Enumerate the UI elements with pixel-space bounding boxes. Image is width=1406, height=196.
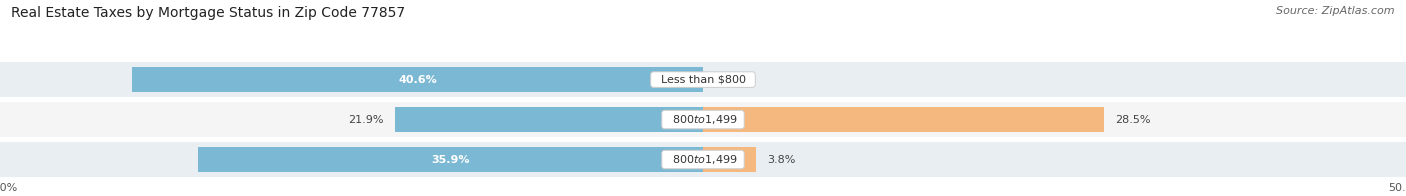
Text: 3.8%: 3.8% (768, 154, 796, 164)
Text: Less than $800: Less than $800 (654, 75, 752, 85)
Bar (703, 107, 1104, 132)
Text: Real Estate Taxes by Mortgage Status in Zip Code 77857: Real Estate Taxes by Mortgage Status in … (11, 6, 405, 20)
Bar (198, 147, 703, 172)
Text: $800 to $1,499: $800 to $1,499 (665, 153, 741, 166)
Bar (395, 107, 703, 132)
Bar (0, 142, 1406, 177)
Bar (0, 62, 1406, 97)
Text: 40.6%: 40.6% (398, 75, 437, 85)
Text: 0.0%: 0.0% (714, 75, 742, 85)
Bar (132, 67, 703, 92)
Bar (703, 147, 756, 172)
Text: 28.5%: 28.5% (1115, 114, 1150, 125)
Bar (0, 102, 1406, 137)
Text: Source: ZipAtlas.com: Source: ZipAtlas.com (1277, 6, 1395, 16)
Text: 21.9%: 21.9% (349, 114, 384, 125)
Text: 35.9%: 35.9% (432, 154, 470, 164)
Text: $800 to $1,499: $800 to $1,499 (665, 113, 741, 126)
